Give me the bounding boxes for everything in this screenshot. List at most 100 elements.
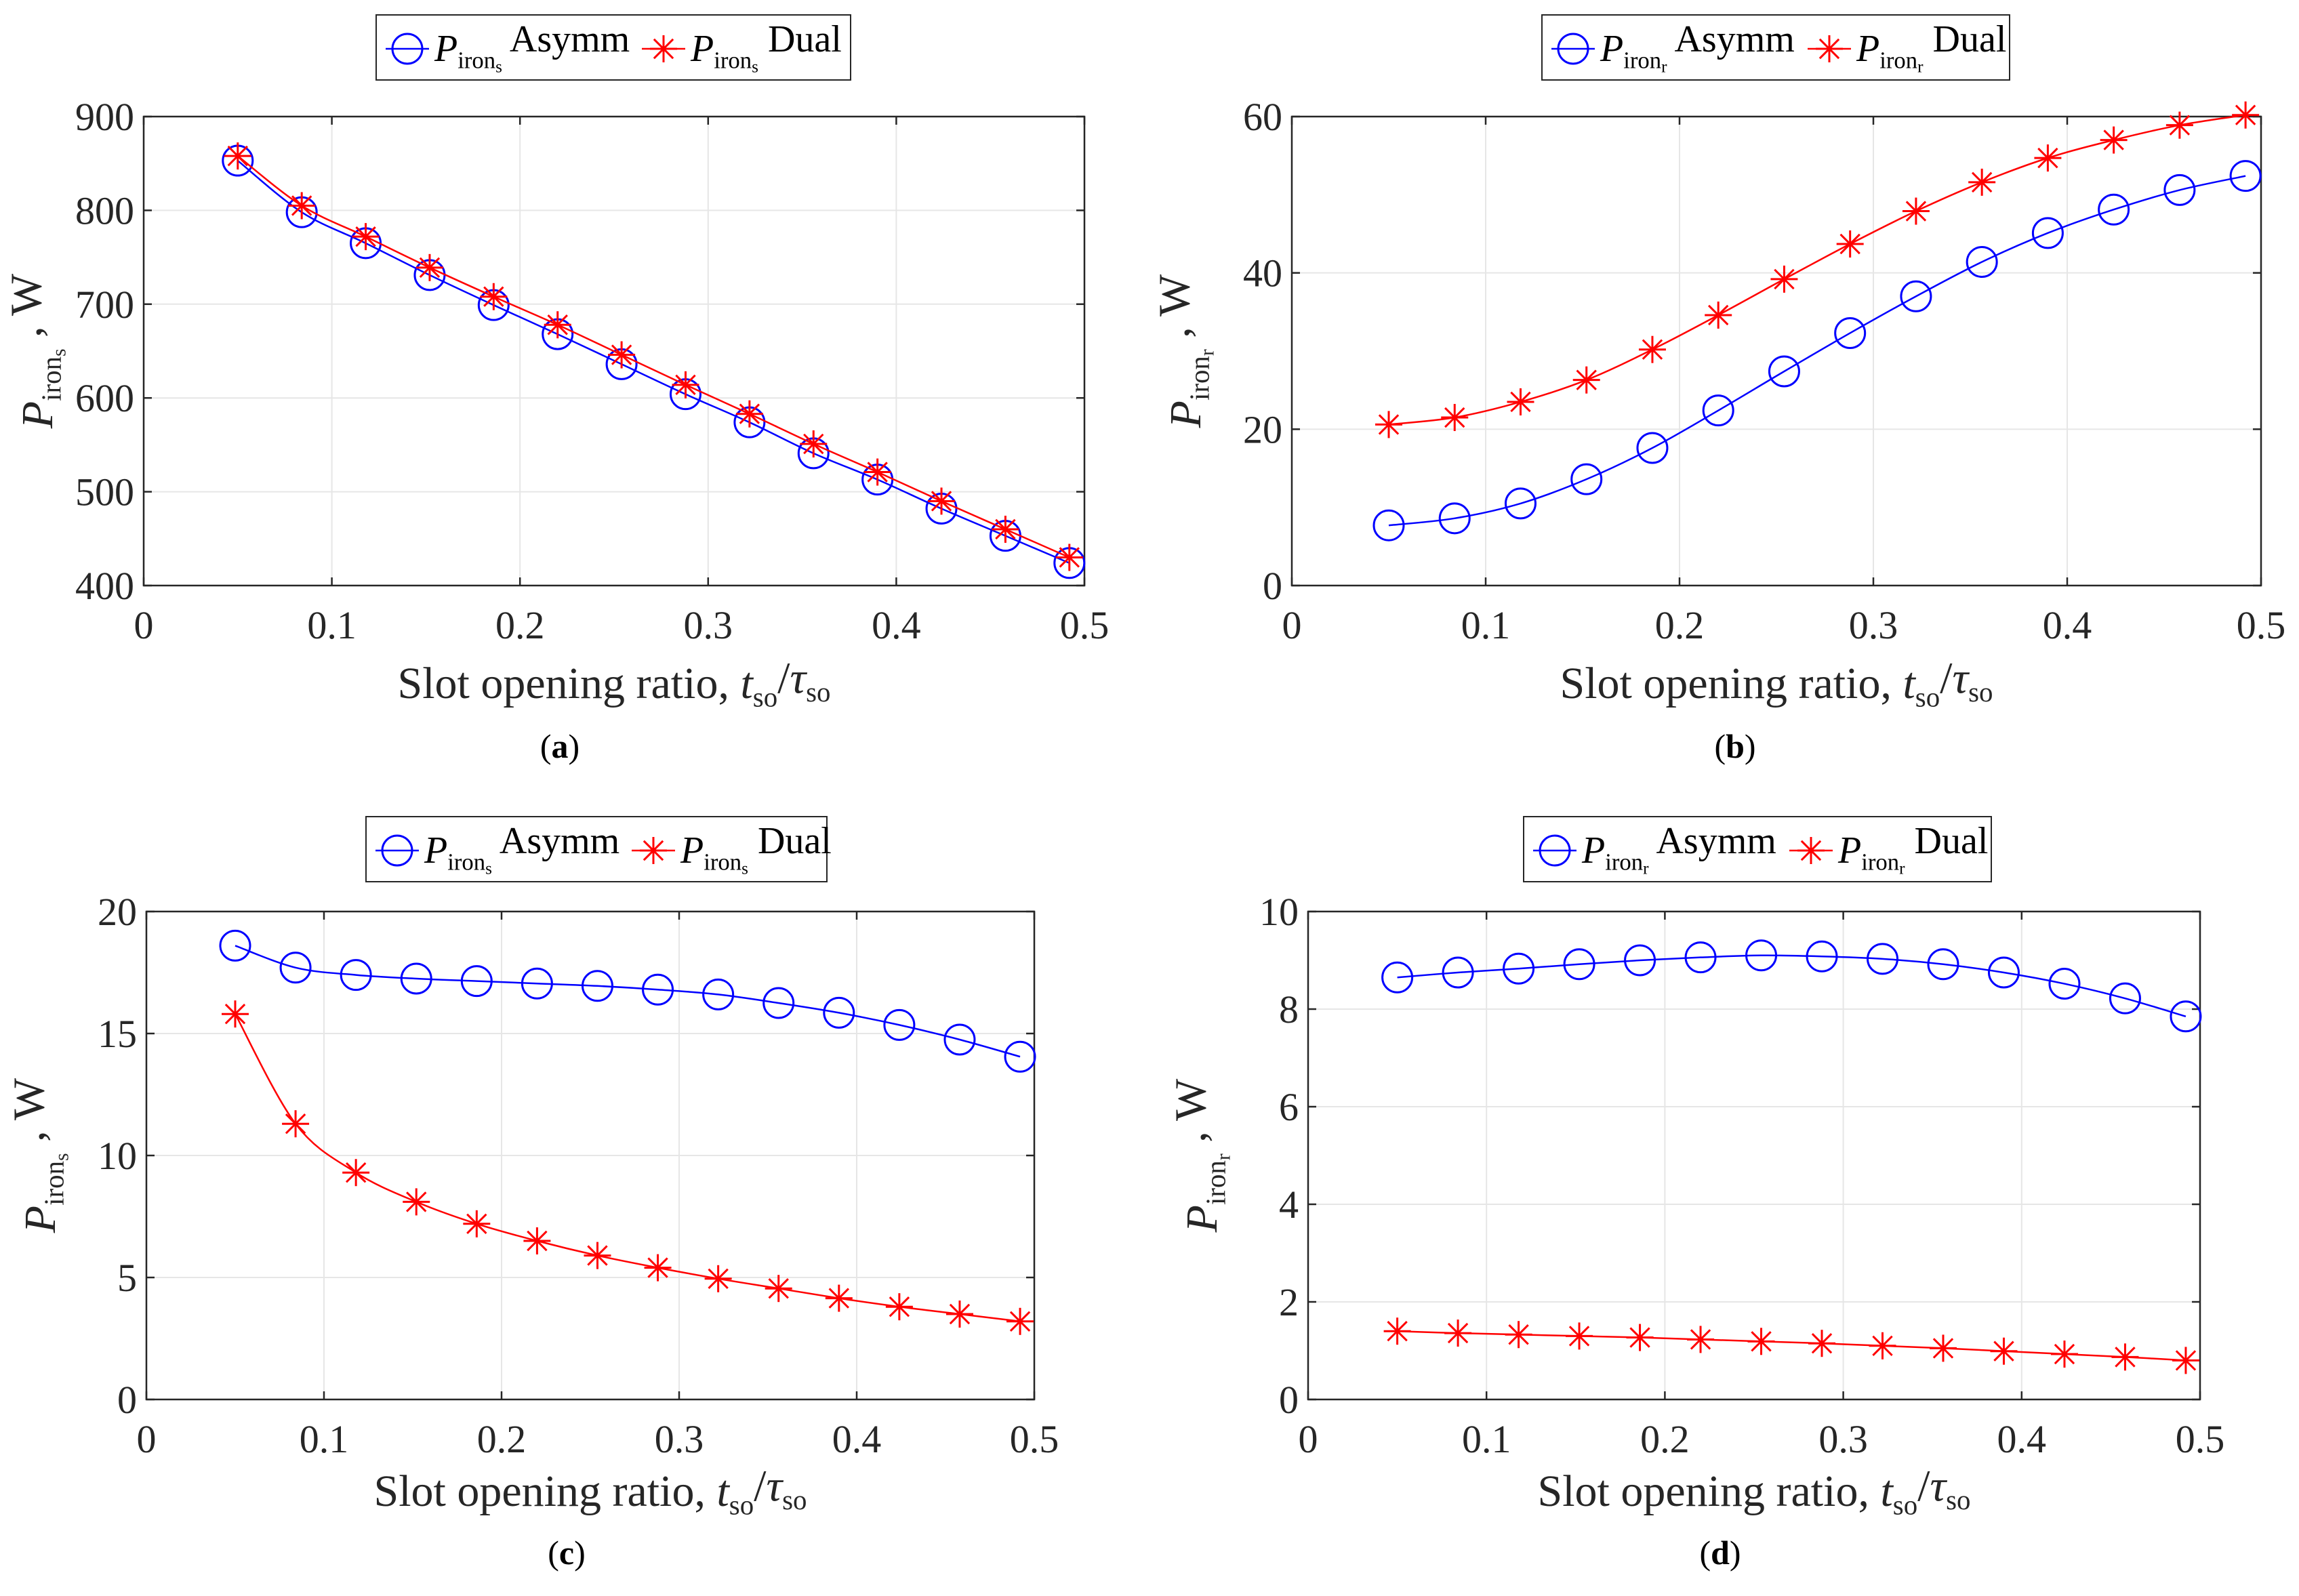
data-point (823, 996, 855, 1029)
data-point (460, 965, 493, 998)
series-line (1388, 175, 2246, 527)
data-point (644, 1254, 672, 1282)
data-point (1004, 1040, 1036, 1073)
y-axis-label: Pirons , W (4, 1078, 73, 1233)
series-line (1397, 954, 2186, 1017)
x-tick-label: 0 (137, 1417, 157, 1461)
data-point-stroke (949, 1303, 971, 1325)
data-point-stroke (2037, 147, 2058, 169)
legend-marker (381, 834, 413, 867)
data-point (584, 1242, 611, 1269)
series-line (235, 945, 1021, 1058)
data-point (1869, 1332, 1896, 1359)
data-point-stroke (1971, 171, 1993, 193)
data-point-stroke (1839, 233, 1860, 255)
x-axis-label: Slot opening ratio, tso/τso (1537, 1461, 1970, 1520)
data-point (342, 1159, 370, 1187)
data-point (1006, 1307, 1034, 1335)
x-tick-label: 0.4 (2043, 603, 2092, 647)
data-point (762, 987, 795, 1019)
data-point (1563, 948, 1595, 981)
data-point (1383, 1317, 1411, 1345)
data-point (885, 1293, 913, 1321)
data-point-stroke (1387, 1320, 1408, 1342)
data-point (1987, 956, 2020, 989)
data-point (943, 1023, 976, 1056)
data-point (1705, 301, 1732, 329)
data-point (1747, 1328, 1775, 1355)
x-tick-label: 0.4 (1997, 1417, 2047, 1461)
data-point (2109, 982, 2141, 1015)
x-axis-label: Slot opening ratio, tso/τso (397, 653, 830, 712)
data-point-stroke (1642, 339, 1663, 360)
series-asymm (1381, 939, 2202, 1033)
data-point (1504, 487, 1537, 520)
x-tick-label: 0.3 (1818, 1417, 1868, 1461)
data-point (1375, 411, 1402, 438)
data-point (288, 192, 316, 220)
y-tick-label: 4 (1279, 1183, 1299, 1227)
legend-marker (1557, 33, 1589, 65)
data-point (340, 959, 372, 991)
y-tick-label: 700 (75, 283, 134, 327)
data-point-stroke (2169, 115, 2191, 136)
data-point (352, 223, 380, 251)
legend: Pirons Asymm Pirons Dual (375, 14, 851, 81)
x-tick-label: 0.5 (1010, 1417, 1059, 1461)
chart-panel-d: 0 0.1 0.2 0.3 0.4 0.5 0 2 4 6 8 10 Slot opening rati… (1166, 816, 2225, 1572)
data-point-stroke (1811, 1332, 1833, 1354)
x-tick-label: 0 (1282, 603, 1302, 647)
data-point (521, 967, 553, 1000)
legend-entry-asymm: Pirons Asymm (434, 18, 630, 77)
data-point (1444, 1319, 1472, 1347)
x-tick-label: 0.5 (1060, 603, 1110, 647)
data-point (222, 1000, 249, 1028)
series-dual (1383, 1317, 2199, 1374)
x-tick-label: 0.3 (684, 603, 733, 647)
data-point (2111, 1343, 2139, 1371)
x-tick-label: 0.1 (1461, 603, 1511, 647)
data-point-stroke (547, 314, 568, 335)
data-point-stroke (527, 1230, 548, 1252)
x-tick-label: 0.3 (1849, 603, 1898, 647)
legend-marker-stroke (1818, 38, 1840, 60)
data-point (992, 515, 1019, 543)
y-tick-label: 60 (1243, 95, 1282, 139)
legend-marker-stroke (653, 38, 674, 60)
data-point (1806, 940, 1838, 973)
data-point-stroke (587, 1245, 608, 1266)
series-dual (224, 142, 1083, 571)
y-axis-label: Pironr , W (1166, 1078, 1234, 1233)
data-point-stroke (1872, 1335, 1893, 1357)
data-point (1966, 246, 1998, 279)
data-point (863, 458, 891, 486)
data-point (480, 283, 508, 310)
series-line (237, 160, 1070, 564)
y-tick-label: 20 (98, 890, 137, 934)
x-tick-label: 0.5 (2176, 1417, 2225, 1461)
y-tick-label: 40 (1243, 251, 1282, 295)
plot-frame (142, 115, 1086, 587)
legend-entry-asymm: Pironr Asymm (1581, 820, 1776, 878)
data-point (1381, 961, 1414, 994)
y-tick-label: 500 (75, 470, 134, 514)
data-point-stroke (1568, 1326, 1590, 1347)
data-point (672, 371, 699, 398)
legend-marker (640, 837, 667, 864)
data-point-stroke (867, 462, 888, 483)
data-point (945, 1301, 973, 1328)
x-tick-label: 0.2 (477, 1417, 527, 1461)
data-point (1503, 952, 1535, 985)
data-point-stroke (227, 145, 249, 167)
data-point (1626, 1324, 1654, 1351)
y-axis-label: Pirons , W (1, 273, 70, 429)
data-point (1902, 197, 1930, 225)
y-tick-label: 400 (75, 564, 134, 608)
data-point (1929, 1334, 1957, 1362)
y-tick-label: 15 (98, 1012, 137, 1056)
y-tick-label: 0 (1279, 1378, 1299, 1422)
data-point (1770, 265, 1798, 293)
data-point-stroke (2115, 1347, 2136, 1368)
data-point (1566, 1322, 1593, 1350)
